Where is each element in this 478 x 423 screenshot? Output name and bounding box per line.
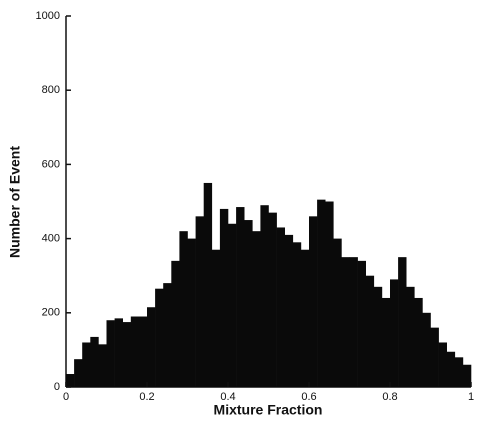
bar: [171, 260, 180, 387]
bar: [317, 199, 326, 387]
bar: [349, 257, 358, 387]
bar: [179, 231, 188, 387]
bar: [268, 212, 277, 387]
y-tick-label: 800: [42, 84, 60, 96]
y-axis-title: Number of Event: [7, 146, 23, 258]
bar: [414, 297, 423, 387]
bar: [365, 275, 375, 387]
bar: [252, 231, 261, 387]
bar: [390, 279, 399, 387]
bar: [422, 312, 431, 387]
bar: [74, 359, 83, 387]
bar: [438, 342, 447, 387]
bar: [292, 242, 302, 387]
bar: [462, 364, 472, 387]
bar: [325, 201, 334, 387]
bar: [195, 216, 204, 387]
bar: [228, 223, 237, 387]
bar: [122, 322, 132, 387]
bar: [219, 208, 229, 387]
x-tick-label: 0: [63, 391, 69, 403]
bar: [381, 297, 391, 387]
y-tick-label: 400: [42, 233, 60, 245]
bar: [276, 227, 285, 387]
bar: [155, 288, 164, 387]
y-tick-label: 200: [42, 307, 60, 319]
bar: [130, 316, 140, 387]
x-tick-label: 1: [468, 391, 474, 403]
x-tick-label: 0.8: [382, 391, 397, 403]
bar: [203, 182, 213, 387]
bar: [373, 286, 383, 387]
bar: [114, 318, 123, 387]
bar: [98, 344, 107, 387]
bar: [454, 357, 464, 387]
bar: [211, 249, 221, 387]
bar: [406, 286, 415, 387]
bar: [398, 257, 407, 387]
bar: [106, 320, 115, 387]
bar: [333, 238, 342, 387]
x-tick-label: 0.4: [220, 391, 235, 403]
bar: [341, 257, 350, 387]
x-tick-label: 0.2: [139, 391, 154, 403]
bar: [309, 216, 318, 387]
bar: [90, 336, 99, 387]
bar: [236, 207, 245, 387]
bar: [187, 238, 196, 387]
bar: [66, 374, 75, 387]
x-tick-label: 0.6: [301, 391, 316, 403]
y-tick-label: 0: [54, 381, 60, 393]
bar: [163, 283, 172, 387]
bar: [260, 205, 269, 387]
bar: [430, 327, 439, 387]
y-tick-label: 600: [42, 158, 60, 170]
bar: [147, 307, 156, 387]
bar: [357, 260, 366, 387]
y-tick-label: 1000: [36, 10, 60, 22]
bar: [138, 316, 148, 387]
bar: [244, 220, 253, 387]
bar: [300, 249, 310, 387]
bar: [82, 342, 91, 387]
x-axis-title: Mixture Fraction: [214, 402, 323, 418]
bar: [446, 351, 456, 387]
bar: [284, 234, 294, 387]
